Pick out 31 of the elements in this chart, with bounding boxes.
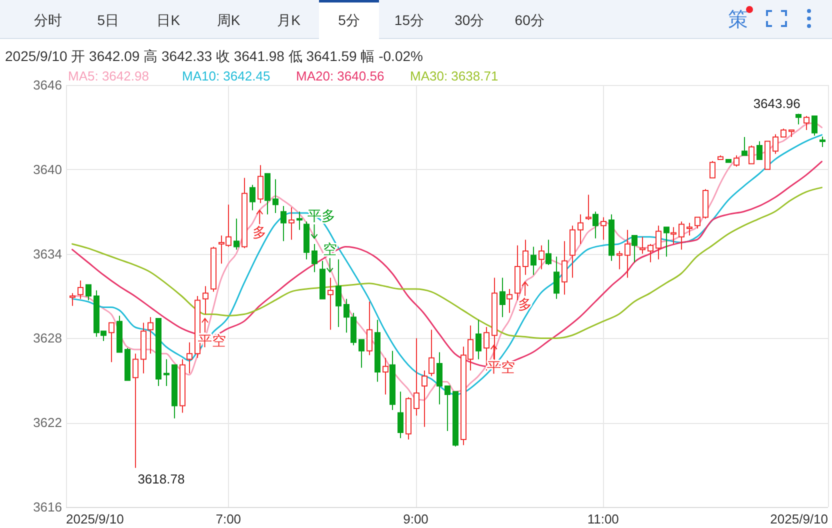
annotation: 多 (252, 224, 267, 240)
category-label: 5日 (97, 12, 120, 28)
x-tick-label: 11:00 (587, 512, 619, 526)
text: MA10: 3642.45 (182, 68, 270, 84)
category-label: 分时 (34, 12, 62, 28)
y-tick-label: 3616 (33, 500, 62, 514)
text: 策 (728, 9, 748, 31)
y-tick-label: 3640 (33, 162, 62, 177)
category-label: 周K (216, 12, 241, 28)
y-tick-label: 3634 (33, 246, 62, 262)
y-tick-label: 3646 (33, 78, 62, 92)
text: MA30: 3638.71 (410, 68, 498, 84)
annotation: 空 (322, 241, 337, 258)
chart-subtitle: 2025/9/10 开 3642.09 高 3642.33 收 3641.98 低 3641.59 幅 -0.02% (5, 48, 423, 64)
category-label: 月K (277, 12, 302, 28)
y-tick-label: 3622 (33, 415, 62, 430)
annotation: 多 (518, 296, 532, 312)
category-label: 15分 (394, 12, 424, 28)
x-tick-label: 9:00 (403, 512, 428, 526)
x-tick-label: 2025/9/10 (66, 512, 124, 526)
y-tick-label: 3628 (33, 330, 62, 346)
text: MA20: 3640.56 (296, 68, 384, 84)
category-label: 30分 (454, 12, 484, 28)
category-label: 60分 (514, 12, 544, 28)
x-tick-label: 7:00 (216, 512, 242, 526)
category-label: 日K (156, 12, 181, 28)
x-tick-label: 2025/9/10 (770, 512, 828, 526)
text: MA5: 3642.98 (68, 68, 149, 84)
annotation: 3618.78 (138, 471, 185, 486)
annotation: 3643.96 (753, 96, 800, 112)
category-label: 5分 (338, 12, 360, 28)
